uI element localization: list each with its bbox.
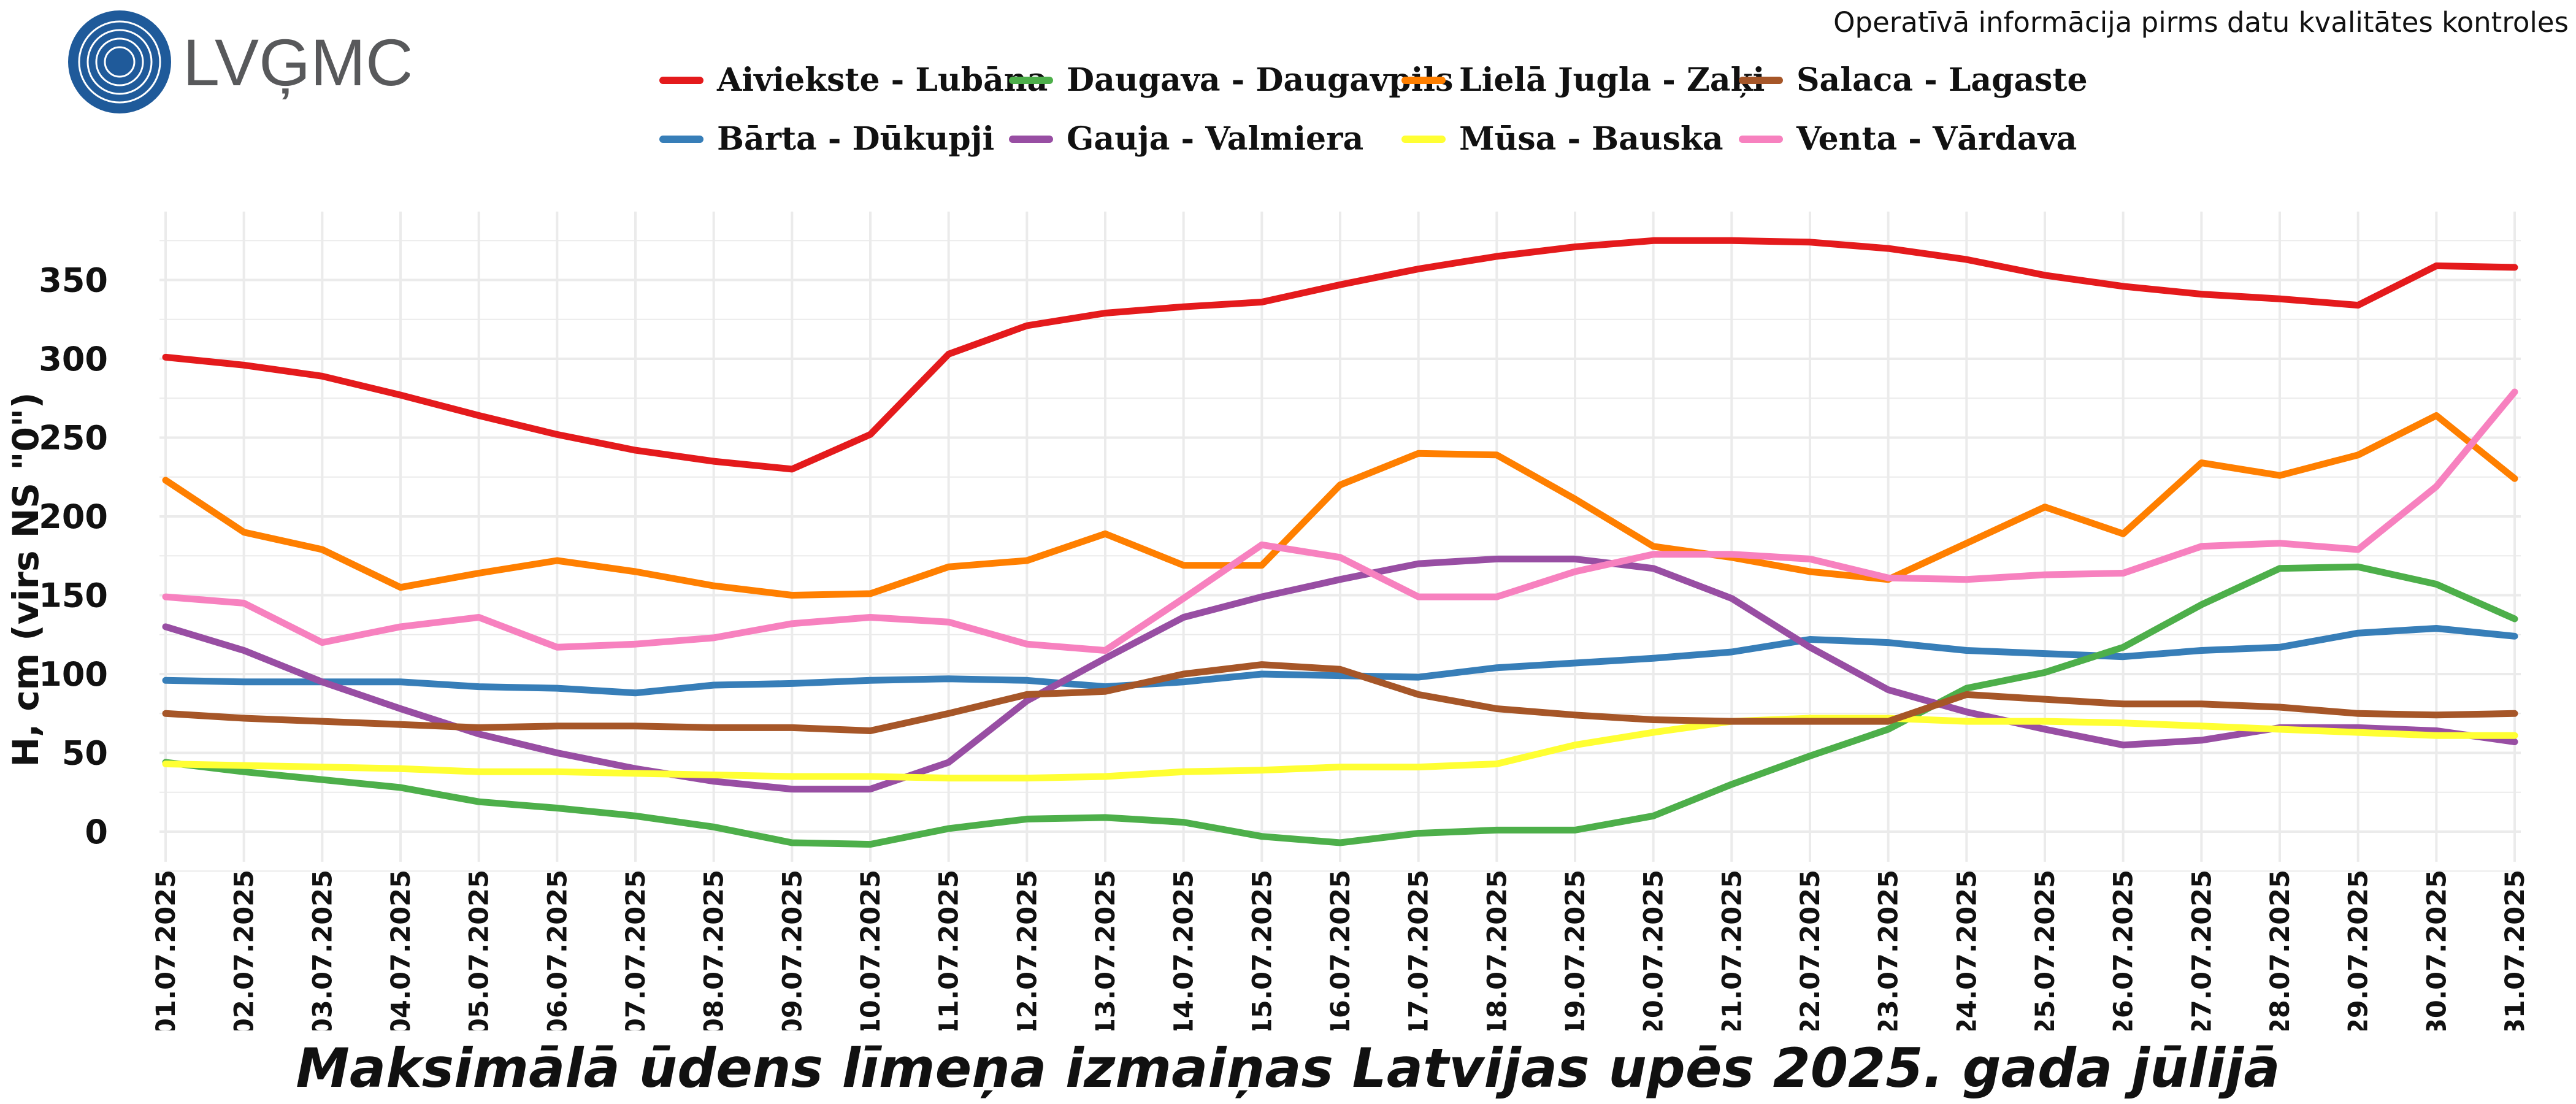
x-tick-label: 05.07.2025 — [464, 870, 495, 1030]
legend-item: Daugava - Daugavpils — [1009, 61, 1453, 99]
legend-item: Venta - Vārdava — [1739, 120, 2077, 158]
legend-item: Mūsa - Bauska — [1401, 120, 1723, 158]
legend-label: Gauja - Valmiera — [1067, 120, 1364, 158]
x-tick-label: 20.07.2025 — [1639, 870, 1669, 1030]
y-tick-label: 150 — [39, 577, 108, 615]
legend-item: Aiviekste - Lubāna — [659, 61, 1048, 99]
series-line — [162, 661, 2518, 734]
legend-swatch — [1739, 76, 1783, 84]
x-tick-label: 18.07.2025 — [1482, 870, 1512, 1030]
x-tick-label: 15.07.2025 — [1247, 870, 1278, 1030]
series-line — [162, 555, 2518, 793]
x-tick-label: 27.07.2025 — [2187, 870, 2217, 1030]
legend-item: Lielā Jugla - Zaķi — [1401, 61, 1765, 99]
x-tick-label: 02.07.2025 — [229, 870, 260, 1030]
x-tick-label: 24.07.2025 — [1952, 870, 1982, 1030]
legend-swatch — [659, 135, 703, 143]
legend-item: Salaca - Lagaste — [1739, 61, 2088, 99]
y-tick-label: 100 — [39, 655, 108, 694]
series-lines — [162, 237, 2518, 848]
logo-emblem — [68, 10, 171, 113]
x-tick-label: 06.07.2025 — [542, 870, 573, 1030]
legend-label: Mūsa - Bauska — [1459, 120, 1723, 158]
legend-swatch — [659, 76, 703, 84]
legend-swatch — [1401, 76, 1446, 84]
water-level-chart: 0 50 100 150 200 250 300 350 01.07.2025 02.07.202… — [5, 212, 2531, 1031]
y-tick-label: 300 — [39, 340, 108, 378]
y-tick-label: 0 — [85, 813, 108, 851]
x-tick-label: 03.07.2025 — [307, 870, 338, 1030]
x-tick-label: 25.07.2025 — [2030, 870, 2061, 1030]
operational-info-note: Operatīvā informācija pirms datu kvalitā… — [1833, 6, 2569, 39]
legend-label: Daugava - Daugavpils — [1067, 61, 1454, 99]
legend-swatch — [1739, 135, 1783, 143]
x-tick-label: 28.07.2025 — [2265, 870, 2296, 1030]
series-line — [162, 563, 2518, 848]
x-tick-label: 21.07.2025 — [1717, 870, 1747, 1030]
legend-label: Bārta - Dūkupji — [717, 120, 995, 158]
x-tick-label: 23.07.2025 — [1874, 870, 1904, 1030]
y-tick-label: 200 — [39, 497, 108, 536]
chart-legend: Aiviekste - Lubāna Bārta - Dūkupji Daugava… — [659, 61, 2088, 178]
x-tick-label: 31.07.2025 — [2500, 870, 2531, 1030]
series-line — [162, 412, 2518, 599]
series-line — [162, 715, 2518, 782]
y-axis-label: H, cm (virs NS "0") — [5, 392, 47, 767]
chart-title: Maksimālā ūdens līmeņa izmaiņas Latvijas… — [296, 1037, 2280, 1100]
series-line — [162, 388, 2518, 654]
x-tick-label: 01.07.2025 — [151, 870, 182, 1030]
legend-swatch — [1009, 135, 1053, 143]
legend-label: Aiviekste - Lubāna — [717, 61, 1048, 99]
x-tick-label: 04.07.2025 — [386, 870, 416, 1030]
series-line — [162, 237, 2518, 473]
x-tick-label: 16.07.2025 — [1325, 870, 1356, 1030]
x-tick-label: 26.07.2025 — [2109, 870, 2139, 1030]
x-tick-label: 19.07.2025 — [1560, 870, 1591, 1030]
x-tick-label: 11.07.2025 — [934, 870, 965, 1030]
y-tick-label: 350 — [39, 261, 108, 300]
y-tick-label: 250 — [39, 419, 108, 458]
x-tick-label: 12.07.2025 — [1012, 870, 1043, 1030]
logo-rings — [78, 20, 161, 104]
series-line — [162, 625, 2518, 697]
x-tick-label: 10.07.2025 — [856, 870, 886, 1030]
x-tick-label: 08.07.2025 — [699, 870, 730, 1030]
legend-item: Gauja - Valmiera — [1009, 120, 1363, 158]
logo-text: LVĢMC — [183, 25, 410, 99]
x-tick-label: 07.07.2025 — [621, 870, 651, 1030]
x-tick-label: 09.07.2025 — [777, 870, 808, 1030]
x-tick-label: 22.07.2025 — [1795, 870, 1826, 1030]
y-tick-label: 50 — [62, 734, 108, 773]
legend-item: Bārta - Dūkupji — [659, 120, 994, 158]
legend-swatch — [1401, 135, 1446, 143]
x-tick-label: 29.07.2025 — [2344, 870, 2374, 1030]
legend-label: Salaca - Lagaste — [1796, 61, 2088, 99]
lvgmc-logo: LVĢMC — [68, 10, 410, 113]
x-tick-label: 30.07.2025 — [2421, 870, 2452, 1030]
legend-label: Lielā Jugla - Zaķi — [1459, 61, 1765, 99]
legend-label: Venta - Vārdava — [1796, 120, 2077, 158]
legend-swatch — [1009, 76, 1053, 84]
x-tick-label: 13.07.2025 — [1091, 870, 1121, 1030]
x-tick-label: 17.07.2025 — [1404, 870, 1435, 1030]
x-tick-label: 14.07.2025 — [1169, 870, 1200, 1030]
axis-ticks: 0 50 100 150 200 250 300 350 01.07.2025 02.07.202… — [39, 261, 2531, 1031]
